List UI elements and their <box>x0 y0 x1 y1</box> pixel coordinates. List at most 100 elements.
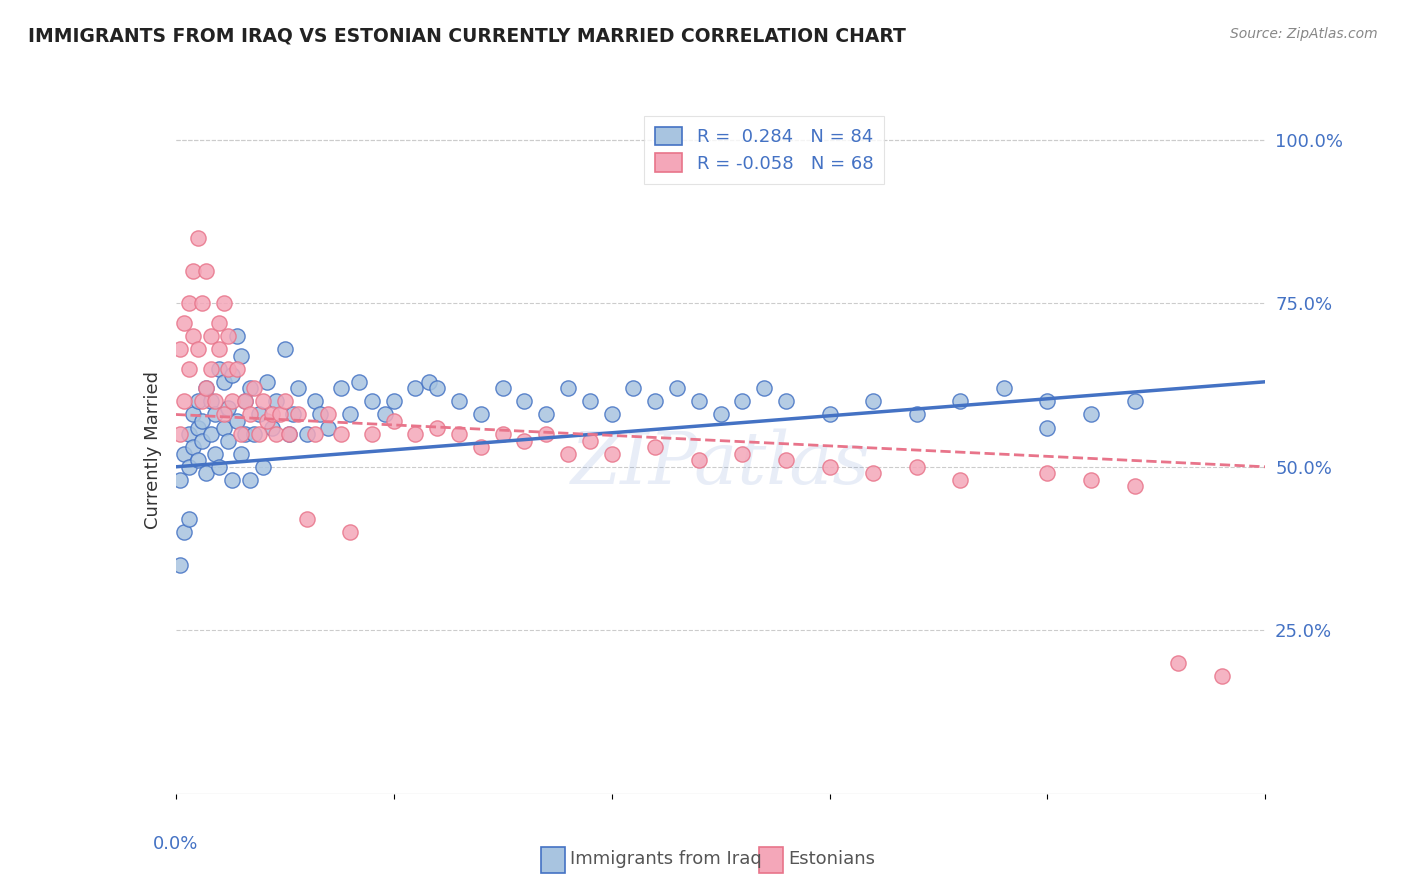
Point <box>418 375 440 389</box>
Point <box>1211 669 1233 683</box>
Point <box>186 342 209 356</box>
Point <box>195 381 218 395</box>
Point <box>775 453 797 467</box>
Point <box>173 394 195 409</box>
Point <box>1167 656 1189 670</box>
Point <box>621 381 644 395</box>
Point <box>177 296 200 310</box>
Point <box>235 394 257 409</box>
Point <box>731 394 754 409</box>
Point <box>181 408 204 422</box>
Text: 0.0%: 0.0% <box>153 835 198 853</box>
Point <box>252 459 274 474</box>
Point <box>1080 473 1102 487</box>
Point <box>235 427 257 442</box>
Point <box>347 375 370 389</box>
Point <box>217 361 239 376</box>
Point <box>208 361 231 376</box>
Point <box>208 342 231 356</box>
Point <box>208 459 231 474</box>
Point <box>304 394 326 409</box>
Point <box>212 296 235 310</box>
Point <box>247 408 270 422</box>
Point <box>173 525 195 540</box>
Point <box>221 473 243 487</box>
Point <box>1036 394 1059 409</box>
Point <box>405 381 427 395</box>
Point <box>447 394 470 409</box>
Point <box>200 394 222 409</box>
Point <box>269 408 291 422</box>
Point <box>274 394 297 409</box>
Point <box>1036 467 1059 481</box>
Point <box>775 394 797 409</box>
Point <box>239 408 262 422</box>
Point <box>360 394 382 409</box>
Point <box>260 420 283 434</box>
Point <box>195 263 218 277</box>
Bar <box>759 847 783 873</box>
Point <box>247 427 270 442</box>
Point <box>177 459 200 474</box>
Point <box>217 401 239 415</box>
Point <box>177 427 200 442</box>
Point <box>557 381 579 395</box>
Point <box>225 414 247 428</box>
Point <box>208 316 231 330</box>
Point <box>579 434 602 448</box>
Point <box>304 427 326 442</box>
Point <box>231 447 253 461</box>
Point <box>191 296 214 310</box>
Point <box>993 381 1015 395</box>
Text: Estonians: Estonians <box>789 850 875 868</box>
Point <box>754 381 776 395</box>
Point <box>200 427 222 442</box>
Point <box>1123 479 1146 493</box>
Point <box>186 453 209 467</box>
Point <box>710 408 733 422</box>
Point <box>181 263 204 277</box>
Point <box>235 394 257 409</box>
Point <box>426 420 449 434</box>
Point <box>221 368 243 383</box>
Point <box>200 361 222 376</box>
Point <box>1123 394 1146 409</box>
Point <box>195 467 218 481</box>
Point <box>231 349 253 363</box>
Text: Immigrants from Iraq: Immigrants from Iraq <box>571 850 762 868</box>
Point <box>818 408 841 422</box>
Point <box>252 394 274 409</box>
Point <box>264 394 287 409</box>
Point <box>405 427 427 442</box>
Point <box>181 440 204 454</box>
Point <box>644 394 666 409</box>
Point <box>186 394 209 409</box>
Point <box>177 512 200 526</box>
Point <box>318 420 340 434</box>
Point <box>426 381 449 395</box>
Point <box>260 408 283 422</box>
Point <box>330 381 353 395</box>
Point <box>579 394 602 409</box>
Point <box>1080 408 1102 422</box>
Point <box>330 427 353 442</box>
Point <box>339 525 361 540</box>
Point <box>278 427 301 442</box>
Y-axis label: Currently Married: Currently Married <box>143 371 162 530</box>
Point <box>212 420 235 434</box>
Point <box>243 427 266 442</box>
Point <box>283 408 305 422</box>
Point <box>862 394 884 409</box>
Point <box>239 381 262 395</box>
Point <box>513 434 536 448</box>
Point <box>513 394 536 409</box>
Point <box>600 447 623 461</box>
Point <box>274 342 297 356</box>
Point <box>217 329 239 343</box>
Point <box>470 440 492 454</box>
Point <box>225 329 247 343</box>
Point <box>905 459 928 474</box>
Point <box>666 381 689 395</box>
Text: Source: ZipAtlas.com: Source: ZipAtlas.com <box>1230 27 1378 41</box>
Point <box>221 394 243 409</box>
